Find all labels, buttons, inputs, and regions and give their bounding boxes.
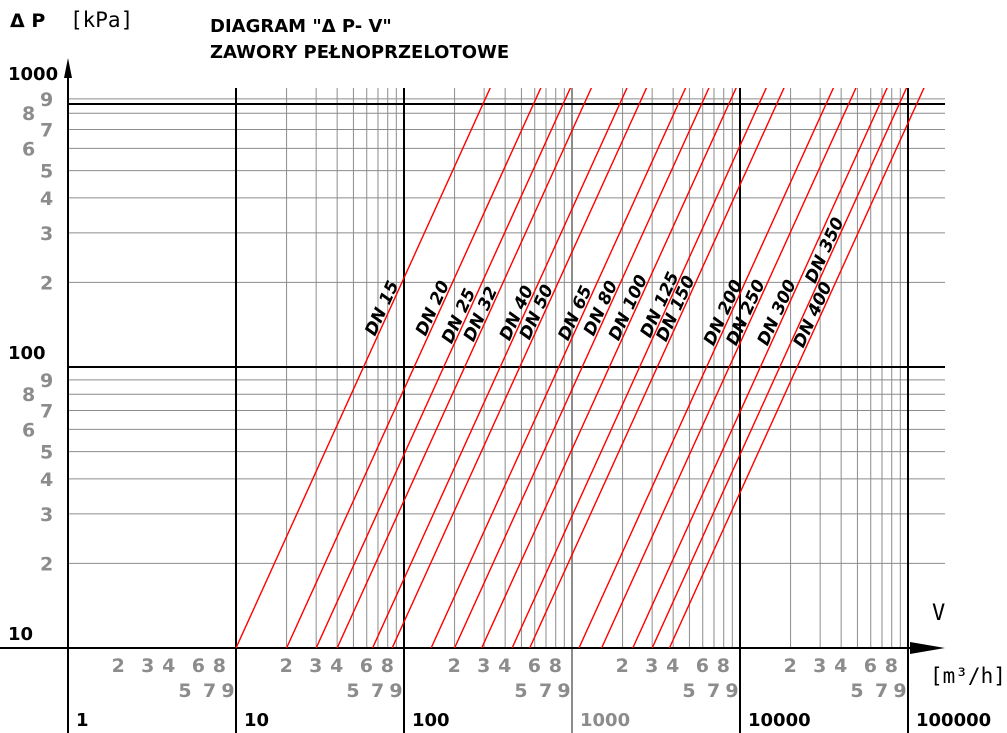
- x-minor-label: 5: [178, 680, 191, 702]
- y-axis-symbol: Δ P: [10, 10, 45, 32]
- x-minor-label: 6: [528, 655, 541, 677]
- x-minor-label: 8: [717, 655, 730, 677]
- x-minor-label: 7: [539, 680, 552, 702]
- x-minor-label: 9: [557, 680, 570, 702]
- x-minor-label: 6: [864, 655, 877, 677]
- x-minor-label: 9: [389, 680, 402, 702]
- x-major-label: 100: [412, 710, 450, 731]
- x-minor-label: 7: [203, 680, 216, 702]
- x-minor-label: 5: [850, 680, 863, 702]
- curve-dn-50: [391, 88, 648, 648]
- curve-dn-350: [651, 88, 908, 648]
- x-minor-label: 3: [141, 655, 154, 677]
- y-minor-label: 3: [40, 504, 53, 526]
- y-minor-label: 4: [40, 469, 53, 491]
- y-minor-label: 5: [40, 161, 53, 183]
- x-minor-label: 9: [221, 680, 234, 702]
- x-axis-symbol: V: [932, 601, 945, 626]
- y-axis-unit: [kPa]: [70, 8, 133, 32]
- x-minor-label: 9: [893, 680, 906, 702]
- valve-curves: [235, 88, 925, 648]
- x-minor-label: 3: [309, 655, 322, 677]
- x-minor-label: 2: [112, 655, 125, 677]
- x-minor-label: 2: [448, 655, 461, 677]
- x-major-label: 1000: [580, 710, 630, 731]
- x-minor-label: 7: [371, 680, 384, 702]
- y-minor-label: 8: [22, 103, 35, 125]
- y-minor-label: 9: [40, 89, 53, 111]
- y-minor-label: 7: [40, 401, 53, 423]
- x-minor-label: 3: [813, 655, 826, 677]
- x-minor-label: 4: [498, 655, 511, 677]
- x-minor-label: 4: [162, 655, 175, 677]
- y-minor-label: 2: [40, 272, 53, 294]
- curve-dn-32: [336, 88, 593, 648]
- curve-dn-65: [430, 88, 687, 648]
- major-grid: [68, 88, 945, 733]
- x-major-label: 1: [76, 710, 89, 731]
- x-major-label: 100000: [916, 710, 991, 731]
- x-minor-label: 8: [381, 655, 394, 677]
- y-major-label: 100: [8, 343, 46, 364]
- curve-dn-15: [235, 88, 491, 648]
- x-minor-label: 2: [616, 655, 629, 677]
- curve-dn-150: [529, 88, 785, 648]
- x-minor-label: 7: [707, 680, 720, 702]
- y-major-label: 1000: [8, 64, 58, 85]
- curve-dn-40: [371, 88, 628, 648]
- y-major-label: 10: [8, 624, 33, 645]
- y-minor-label: 7: [40, 120, 53, 142]
- curve-dn-20: [285, 88, 542, 648]
- chart-title-line1: DIAGRAM "Δ P- V": [210, 16, 392, 37]
- y-minor-label: 3: [40, 223, 53, 245]
- x-minor-label: 6: [192, 655, 205, 677]
- x-minor-label: 3: [645, 655, 658, 677]
- x-minor-label: 4: [834, 655, 847, 677]
- chart-title-line2: ZAWORY PEŁNOPRZELOTOWE: [210, 42, 509, 63]
- curve-label: DN 15: [361, 278, 403, 339]
- curve-dn-100: [481, 88, 737, 648]
- y-minor-label: 9: [40, 370, 53, 392]
- curve-dn-125: [511, 88, 767, 648]
- x-minor-label: 2: [280, 655, 293, 677]
- curve-dn-300: [632, 88, 888, 648]
- y-minor-label: 8: [22, 384, 35, 406]
- x-minor-label: 2: [784, 655, 797, 677]
- y-minor-label: 2: [40, 553, 53, 575]
- curve-dn-25: [315, 88, 572, 648]
- y-minor-label: 6: [22, 138, 35, 160]
- x-minor-label: 5: [682, 680, 695, 702]
- x-minor-label: 4: [330, 655, 343, 677]
- x-minor-label: 6: [696, 655, 709, 677]
- x-minor-label: 4: [666, 655, 679, 677]
- curve-dn-400: [668, 88, 925, 648]
- x-minor-label: 7: [875, 680, 888, 702]
- y-minor-label: 6: [22, 419, 35, 441]
- x-minor-label: 8: [549, 655, 562, 677]
- x-minor-label: 6: [360, 655, 373, 677]
- x-minor-label: 3: [477, 655, 490, 677]
- curve-dn-250: [600, 88, 857, 648]
- y-axis-arrow: [64, 58, 72, 78]
- y-minor-label: 5: [40, 442, 53, 464]
- curve-dn-80: [453, 88, 710, 648]
- curve-dn-200: [578, 88, 835, 648]
- x-minor-label: 5: [514, 680, 527, 702]
- x-minor-label: 8: [213, 655, 226, 677]
- x-axis-arrow: [910, 642, 945, 654]
- x-minor-label: 9: [725, 680, 738, 702]
- x-axis-unit: [m³/h]: [930, 664, 1006, 688]
- x-major-label: 10000: [748, 710, 811, 731]
- x-minor-label: 5: [346, 680, 359, 702]
- axes: [0, 58, 945, 733]
- x-minor-label: 8: [885, 655, 898, 677]
- y-minor-label: 4: [40, 188, 53, 210]
- x-major-label: 10: [244, 710, 269, 731]
